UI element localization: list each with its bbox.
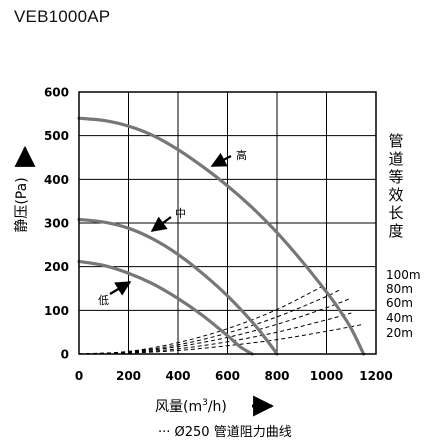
fan-curve-pointer-icon [150,216,172,232]
y-axis-label: 静压(Pa) [14,177,30,232]
fan-curve-低 [77,259,254,356]
y-tick-label: 100 [44,304,69,318]
duct-length-label-char: 等 [388,168,403,186]
plot-frame [78,91,377,355]
duct-curve-40m [78,312,352,355]
y-tick-label: 400 [44,173,69,187]
duct-curve-20m [78,323,364,355]
x-axis-label-main: 风量(m [155,399,202,415]
x-axis-label-sup: 3 [202,398,208,408]
labels: 0 200 400 600 800 1000 1200 0 100 200 300 400 500 600… [14,86,421,441]
x-tick-label: 0 [75,369,83,383]
fan-curve-中 [77,217,279,356]
y-tick-label: 0 [61,348,69,362]
axes [78,91,377,355]
fan-curves [77,116,366,356]
fan-curve-label-1: 中 [175,207,186,220]
fan-curve-高 [77,116,366,356]
fan-curve-pointer-icon [109,281,132,296]
x-tick-label: 600 [215,369,240,383]
x-tick-label: 1000 [310,369,343,383]
duct-length-label-char: 道 [388,150,403,168]
duct-length-100m: 100m [386,268,421,282]
x-axis-label: 风量(m3/h) [155,398,227,415]
y-tick-label: 500 [44,129,69,143]
grid [79,91,377,354]
x-tick-label: 400 [165,369,190,383]
fan-curve-label-0: 高 [236,148,247,162]
x-axis-label-tail: /h) [208,399,227,415]
duct-length-label: 管道等效长度 [388,132,403,240]
duct-length-80m: 80m [386,282,413,296]
x-tick-label: 1200 [359,369,392,383]
duct-length-label-char: 度 [388,222,403,240]
x-tick-label: 800 [264,369,289,383]
duct-curve-legend: ··· Ø250 管道阻力曲线 [158,425,292,440]
y-tick-label: 300 [44,217,69,231]
duct-length-label-char: 效 [388,186,403,204]
duct-resistance-curves [78,283,364,355]
chart-model-title: VEB1000AP [14,7,111,26]
duct-length-label-char: 管 [388,132,403,150]
y-tick-label: 600 [44,86,69,100]
y-tick-label: 200 [44,260,69,274]
fan-curve-pointer-icon [210,152,232,167]
duct-curve-100m [78,283,327,355]
duct-length-label-char: 长 [388,204,403,222]
duct-length-60m: 60m [386,296,413,310]
x-tick-label: 200 [116,369,141,383]
duct-length-40m: 40m [386,311,413,325]
duct-length-20m: 20m [386,326,413,340]
fan-curve-label-2: 低 [98,294,109,307]
